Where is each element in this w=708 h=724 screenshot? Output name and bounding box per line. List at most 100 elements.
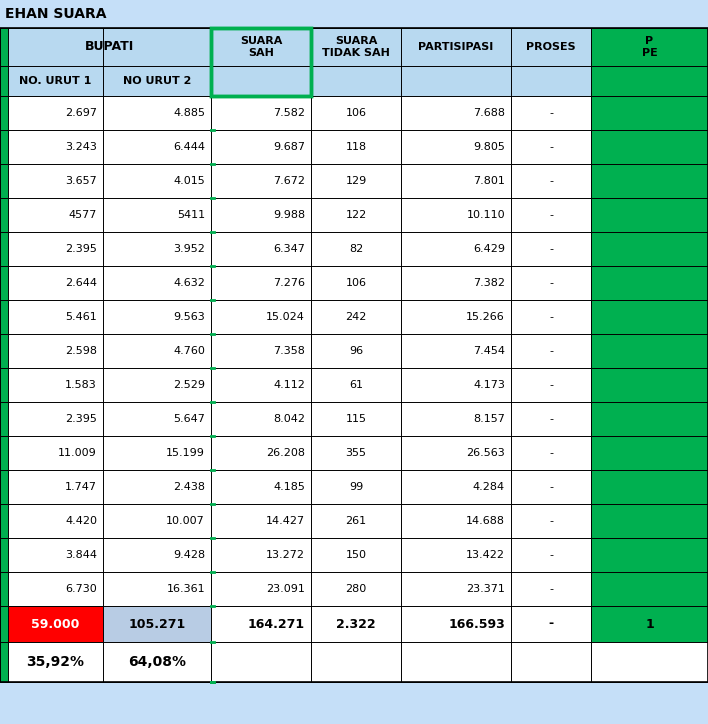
Bar [0, 266, 8, 300]
Text: 26.563: 26.563 [467, 448, 505, 458]
Bar [0, 28, 708, 66]
Text: PARTISIPASI: PARTISIPASI [418, 42, 493, 52]
Bar [0, 130, 708, 164]
Text: BUPATI: BUPATI [85, 41, 134, 54]
Text: NO URUT 2: NO URUT 2 [122, 76, 191, 86]
Text: 14.427: 14.427 [266, 516, 305, 526]
Bar [211, 28, 311, 96]
Text: 7.672: 7.672 [273, 176, 305, 186]
Text: 15.024: 15.024 [266, 312, 305, 322]
Text: 9.563: 9.563 [173, 312, 205, 322]
Text: 2.529: 2.529 [173, 380, 205, 390]
Text: 242: 242 [346, 312, 367, 322]
Bar [0, 266, 708, 300]
Bar [0, 606, 708, 642]
Text: 10.110: 10.110 [467, 210, 505, 220]
Text: -: - [549, 482, 553, 492]
Text: NO. URUT 1: NO. URUT 1 [19, 76, 92, 86]
Text: 106: 106 [346, 278, 367, 288]
Bar [591, 402, 708, 436]
Text: -: - [549, 516, 553, 526]
Bar [0, 470, 708, 504]
Text: 7.358: 7.358 [273, 346, 305, 356]
Bar [0, 504, 708, 538]
Bar [0, 642, 708, 682]
Text: 3.844: 3.844 [65, 550, 97, 560]
Text: 2.395: 2.395 [65, 414, 97, 424]
Text: -: - [549, 278, 553, 288]
Bar [591, 28, 708, 66]
Text: 6.730: 6.730 [65, 584, 97, 594]
Text: 13.422: 13.422 [466, 550, 505, 560]
Text: 3.657: 3.657 [65, 176, 97, 186]
Text: 150: 150 [346, 550, 367, 560]
Text: 2.644: 2.644 [65, 278, 97, 288]
Bar [0, 470, 8, 504]
Text: 4.632: 4.632 [173, 278, 205, 288]
Text: SUARA
TIDAK SAH: SUARA TIDAK SAH [322, 35, 390, 58]
Text: 1.747: 1.747 [65, 482, 97, 492]
Bar [0, 28, 8, 66]
Bar [591, 198, 708, 232]
Text: PROSES: PROSES [526, 42, 576, 52]
Text: 9.988: 9.988 [273, 210, 305, 220]
Text: 3.952: 3.952 [173, 244, 205, 254]
Text: 59.000: 59.000 [31, 618, 80, 631]
Bar [0, 164, 708, 198]
Bar [0, 232, 8, 266]
Text: 2.697: 2.697 [65, 108, 97, 118]
Text: 7.382: 7.382 [473, 278, 505, 288]
Text: -: - [549, 346, 553, 356]
Text: 164.271: 164.271 [248, 618, 305, 631]
Bar [0, 504, 8, 538]
Text: 15.266: 15.266 [467, 312, 505, 322]
Bar [0, 300, 708, 334]
Text: 105.271: 105.271 [128, 618, 185, 631]
Bar [591, 470, 708, 504]
Bar [0, 572, 708, 606]
Text: 7.454: 7.454 [473, 346, 505, 356]
Bar [211, 28, 311, 96]
Bar [591, 164, 708, 198]
Bar [591, 436, 708, 470]
Bar [0, 538, 708, 572]
Text: 26.208: 26.208 [266, 448, 305, 458]
Text: 4.760: 4.760 [173, 346, 205, 356]
Bar [591, 504, 708, 538]
Text: 5411: 5411 [177, 210, 205, 220]
Bar [0, 0, 708, 28]
Bar [0, 232, 708, 266]
Text: SUARA
SAH: SUARA SAH [240, 35, 282, 58]
Bar [0, 572, 8, 606]
Text: -: - [549, 448, 553, 458]
Text: 9.805: 9.805 [473, 142, 505, 152]
Text: 10.007: 10.007 [166, 516, 205, 526]
Text: 9.428: 9.428 [173, 550, 205, 560]
Bar [0, 164, 8, 198]
Text: 129: 129 [346, 176, 367, 186]
Text: 9.687: 9.687 [273, 142, 305, 152]
Text: 8.157: 8.157 [473, 414, 505, 424]
Text: 7.582: 7.582 [273, 108, 305, 118]
Bar [0, 66, 8, 96]
Text: 280: 280 [346, 584, 367, 594]
Bar [0, 368, 708, 402]
Text: 106: 106 [346, 108, 367, 118]
Bar [0, 300, 8, 334]
Text: 4577: 4577 [69, 210, 97, 220]
Text: 3.243: 3.243 [65, 142, 97, 152]
Bar [591, 334, 708, 368]
Text: 122: 122 [346, 210, 367, 220]
Text: 1: 1 [645, 618, 654, 631]
Text: -: - [549, 414, 553, 424]
Text: 96: 96 [349, 346, 363, 356]
Text: -: - [549, 584, 553, 594]
Text: 5.461: 5.461 [65, 312, 97, 322]
Text: 2.322: 2.322 [336, 618, 376, 631]
Text: 166.593: 166.593 [448, 618, 505, 631]
Text: -: - [549, 312, 553, 322]
Bar [0, 402, 8, 436]
Text: 16.361: 16.361 [166, 584, 205, 594]
Bar [0, 436, 8, 470]
Text: 4.284: 4.284 [473, 482, 505, 492]
